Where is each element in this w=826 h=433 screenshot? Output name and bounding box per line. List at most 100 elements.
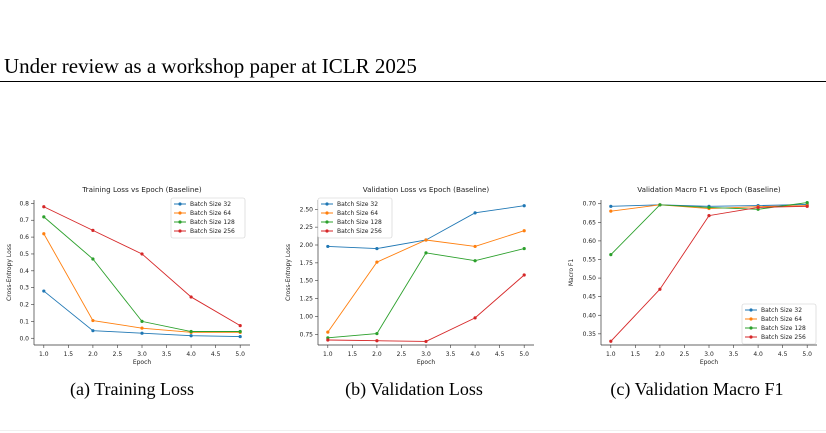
data-point <box>522 273 526 277</box>
x-tick-label: 2.0 <box>88 351 98 358</box>
x-tick-label: 4.0 <box>186 351 196 358</box>
x-axis-label: Epoch <box>133 359 152 366</box>
y-tick-label: 0.5 <box>19 251 29 258</box>
x-tick-label: 4.0 <box>753 351 763 358</box>
caption-training-loss: (a) Training Loss <box>69 379 194 399</box>
data-point <box>42 232 46 236</box>
legend-swatch-marker <box>749 326 753 330</box>
legend-swatch-marker <box>178 202 182 206</box>
x-tick-label: 3.5 <box>162 351 172 358</box>
x-tick-label: 2.5 <box>397 351 407 358</box>
legend-swatch-marker <box>749 308 753 312</box>
legend-swatch-marker <box>178 229 182 233</box>
y-tick-label: 2.00 <box>300 242 314 249</box>
data-point <box>42 205 46 209</box>
y-tick-label: 0.1 <box>19 318 29 325</box>
y-tick-label: 0.8 <box>19 200 29 207</box>
y-tick-label: 1.00 <box>300 313 314 320</box>
x-tick-label: 5.0 <box>802 351 812 358</box>
series-line-2 <box>327 230 525 333</box>
data-point <box>238 324 242 328</box>
series-line-3 <box>327 248 525 339</box>
legend-label: Batch Size 256 <box>190 228 235 235</box>
x-tick-label: 4.5 <box>778 351 788 358</box>
validation-f1-chart: Validation Macro F1 vs Epoch (Baseline) 1… <box>568 185 817 366</box>
data-point <box>140 319 144 323</box>
y-tick-label: 1.25 <box>300 296 314 303</box>
data-point <box>609 204 613 208</box>
x-tick-label: 1.5 <box>348 351 358 358</box>
validation-loss-chart: Validation Loss vs Epoch (Baseline) 1.0 1.… <box>285 185 534 366</box>
data-point <box>522 246 526 251</box>
y-tick-label: 0.75 <box>300 331 314 338</box>
y-tick-label: 0.70 <box>583 201 597 208</box>
x-tick-label: 5.0 <box>235 351 245 358</box>
legend-label: Batch Size 128 <box>761 325 806 332</box>
data-point <box>609 339 613 343</box>
x-tick-label: 2.5 <box>113 351 123 358</box>
y-tick-label: 0.2 <box>19 302 29 309</box>
data-point <box>91 318 95 323</box>
legend-label: Batch Size 32 <box>761 307 802 314</box>
x-tick-label: 1.5 <box>64 351 74 358</box>
legend-swatch-marker <box>178 220 182 224</box>
data-point <box>189 295 193 299</box>
data-point <box>375 246 379 251</box>
legend-label: Batch Size 32 <box>337 201 378 208</box>
legend-label: Batch Size 256 <box>761 334 806 341</box>
legend-swatch-marker <box>325 211 329 215</box>
y-tick-label: 0.7 <box>19 217 29 224</box>
data-point <box>805 201 809 205</box>
y-tick-label: 0.55 <box>583 256 597 263</box>
data-point <box>473 259 477 263</box>
series-line-4 <box>327 274 525 342</box>
data-point <box>424 339 428 344</box>
data-point <box>375 331 379 336</box>
data-point <box>522 229 526 233</box>
header-rule <box>0 81 826 82</box>
data-point <box>473 244 477 249</box>
data-point <box>658 203 662 207</box>
y-tick-label: 1.75 <box>300 260 314 267</box>
y-tick-label: 0.65 <box>583 219 597 226</box>
y-tick-label: 2.25 <box>300 224 314 231</box>
legend-label: Batch Size 256 <box>337 228 382 235</box>
data-point <box>805 204 809 208</box>
legend-label: Batch Size 32 <box>190 201 231 208</box>
legend-box <box>317 197 393 239</box>
data-point <box>424 251 428 255</box>
y-tick-label: 0.3 <box>19 285 29 292</box>
x-tick-label: 3.0 <box>704 351 714 358</box>
data-point <box>756 205 760 210</box>
y-tick-label: 0.0 <box>19 335 29 342</box>
data-point <box>42 289 46 293</box>
x-tick-label: 4.5 <box>211 351 221 358</box>
y-tick-label: 0.45 <box>583 294 597 301</box>
data-point <box>91 329 95 333</box>
x-tick-label: 3.0 <box>137 351 147 358</box>
data-point <box>707 205 711 210</box>
legend-label: Batch Size 128 <box>337 219 382 226</box>
legend-swatch-marker <box>325 220 329 224</box>
y-tick-label: 0.4 <box>19 268 29 275</box>
legend-swatch-marker <box>178 211 182 215</box>
x-tick-label: 1.5 <box>631 351 641 358</box>
series-line-3 <box>610 202 808 255</box>
data-point <box>140 326 144 330</box>
x-tick-label: 1.0 <box>323 351 333 358</box>
x-tick-label: 2.0 <box>372 351 382 358</box>
data-point <box>238 329 242 334</box>
training-loss-chart: Training Loss vs Epoch (Baseline) 1.0 1.5 2… <box>6 185 250 366</box>
data-point <box>609 253 613 257</box>
data-point <box>473 211 477 215</box>
data-point <box>42 215 46 219</box>
legend-swatch-marker <box>749 335 753 339</box>
x-tick-label: 2.5 <box>680 351 690 358</box>
x-tick-label: 2.0 <box>655 351 665 358</box>
series-line-2 <box>43 233 241 333</box>
legend-box <box>170 197 246 239</box>
data-point <box>707 214 711 218</box>
x-tick-label: 5.0 <box>519 351 529 358</box>
caption-validation-loss: (b) Validation Loss <box>345 379 483 399</box>
data-point <box>609 209 613 213</box>
